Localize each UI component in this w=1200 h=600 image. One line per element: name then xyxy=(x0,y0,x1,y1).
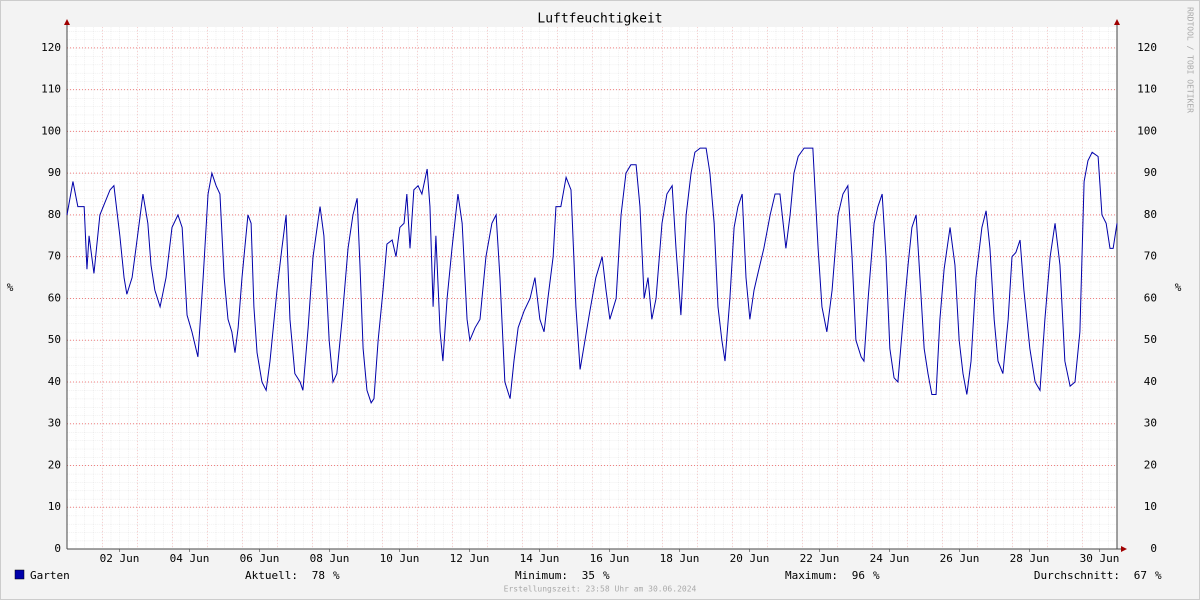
x-tick-label: 08 Jun xyxy=(310,552,350,565)
y-tick-label: 20 xyxy=(48,458,61,471)
y-tick-label: 70 xyxy=(48,250,61,263)
x-tick-label: 02 Jun xyxy=(100,552,140,565)
y-tick-label: 90 xyxy=(48,166,61,179)
stat-value: 67 xyxy=(1134,569,1147,582)
y2-tick-label: 90 xyxy=(1144,166,1157,179)
x-tick-label: 28 Jun xyxy=(1010,552,1050,565)
footer: Erstellungszeit: 23:58 Uhr am 30.06.2024 xyxy=(504,585,697,594)
watermark: RRDTOOL / TOBI OETIKER xyxy=(1186,7,1195,113)
legend-swatch xyxy=(14,569,25,580)
y2-tick-label: 30 xyxy=(1144,417,1157,430)
y2-tick-label: 100 xyxy=(1137,124,1157,137)
y2-tick-label: 70 xyxy=(1144,250,1157,263)
stat-label: Maximum: xyxy=(785,569,838,582)
y2-tick-label: 20 xyxy=(1144,458,1157,471)
y-tick-label: 0 xyxy=(54,542,61,555)
x-tick-label: 26 Jun xyxy=(940,552,980,565)
y2-tick-label: 40 xyxy=(1144,375,1157,388)
y2-tick-label: 80 xyxy=(1144,208,1157,221)
line-series xyxy=(66,147,1118,404)
x-tick-label: 16 Jun xyxy=(590,552,630,565)
y-tick-label: 120 xyxy=(41,41,61,54)
day-grid xyxy=(67,27,1117,549)
x-tick-label: 22 Jun xyxy=(800,552,840,565)
x-tick-label: 18 Jun xyxy=(660,552,700,565)
y2-tick-label: 0 xyxy=(1150,542,1157,555)
y2-tick-label: 120 xyxy=(1137,41,1157,54)
axis-arrow xyxy=(64,19,70,25)
y-axis-label: % xyxy=(7,281,14,294)
y2-tick-label: 10 xyxy=(1144,500,1157,513)
y2-axis-label: % xyxy=(1175,281,1182,294)
stat-value: 78 xyxy=(312,569,325,582)
x-tick-label: 12 Jun xyxy=(450,552,490,565)
stat-unit: % xyxy=(1155,569,1162,582)
stat-label: Minimum: xyxy=(515,569,568,582)
x-tick-label: 10 Jun xyxy=(380,552,420,565)
y-tick-label: 50 xyxy=(48,333,61,346)
y-tick-label: 10 xyxy=(48,500,61,513)
y2-tick-label: 60 xyxy=(1144,291,1157,304)
x-tick-label: 04 Jun xyxy=(170,552,210,565)
chart-title: Luftfeuchtigkeit xyxy=(537,12,662,27)
stat-unit: % xyxy=(603,569,610,582)
stat-label: Aktuell: xyxy=(245,569,298,582)
y-tick-label: 40 xyxy=(48,375,61,388)
stat-value: 96 xyxy=(852,569,865,582)
y2-tick-label: 50 xyxy=(1144,333,1157,346)
y-tick-label: 60 xyxy=(48,291,61,304)
stat-label: Durchschnitt: xyxy=(1034,569,1120,582)
axis-arrow xyxy=(1114,19,1120,25)
stat-unit: % xyxy=(333,569,340,582)
x-tick-label: 24 Jun xyxy=(870,552,910,565)
x-tick-label: 30 Jun xyxy=(1080,552,1120,565)
axis-arrow xyxy=(1121,546,1127,552)
y-tick-label: 110 xyxy=(41,83,61,96)
stat-value: 35 xyxy=(582,569,595,582)
y2-tick-label: 110 xyxy=(1137,83,1157,96)
y-tick-label: 30 xyxy=(48,417,61,430)
stat-unit: % xyxy=(873,569,880,582)
legend-label: Garten xyxy=(30,569,70,582)
x-tick-label: 06 Jun xyxy=(240,552,280,565)
x-tick-label: 14 Jun xyxy=(520,552,560,565)
x-tick-label: 20 Jun xyxy=(730,552,770,565)
y-tick-label: 80 xyxy=(48,208,61,221)
y-tick-label: 100 xyxy=(41,124,61,137)
